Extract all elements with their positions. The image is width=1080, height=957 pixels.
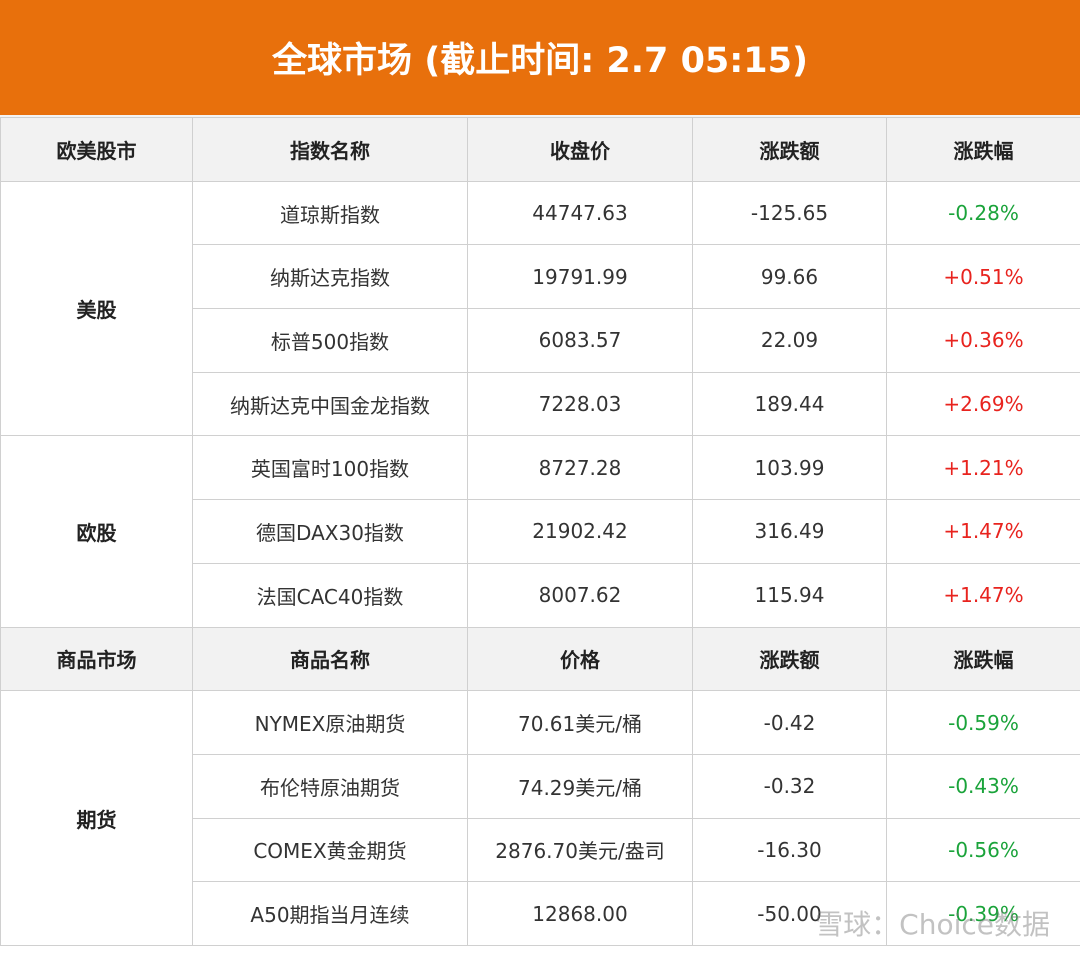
value-cell: 7228.03 bbox=[467, 371, 693, 437]
value-cell: +0.51% bbox=[886, 244, 1080, 310]
value-cell: 189.44 bbox=[692, 371, 887, 437]
value-cell: 74.29美元/桶 bbox=[467, 753, 693, 819]
value-cell: 21902.42 bbox=[467, 499, 693, 564]
data-row: A50期指当月连续 12868.00 -50.00 -0.39% bbox=[1, 881, 1080, 946]
data-row: COMEX黄金期货 2876.70美元/盎司 -16.30 -0.56% bbox=[1, 817, 1080, 883]
header-row: 欧美股市 指数名称 收盘价 涨跌额 涨跌幅 bbox=[0, 117, 1080, 182]
header-cell: 涨跌额 bbox=[692, 626, 887, 692]
name-cell: 道琼斯指数 bbox=[192, 180, 468, 246]
name-cell: 法国CAC40指数 bbox=[192, 562, 468, 628]
value-cell: 103.99 bbox=[692, 435, 887, 501]
name-cell: 纳斯达克中国金龙指数 bbox=[192, 371, 468, 437]
data-row: 标普500指数 6083.57 22.09 +0.36% bbox=[1, 308, 1080, 373]
data-row: 期货 NYMEX原油期货 70.61美元/桶 -0.42 -0.59% bbox=[0, 690, 1080, 946]
value-cell: -0.32 bbox=[692, 753, 887, 819]
value-cell: 99.66 bbox=[692, 244, 887, 310]
data-row: 布伦特原油期货 74.29美元/桶 -0.32 -0.43% bbox=[1, 753, 1080, 819]
header-row: 商品市场 商品名称 价格 涨跌额 涨跌幅 bbox=[0, 626, 1080, 692]
value-cell: -50.00 bbox=[692, 881, 887, 946]
value-cell: +1.21% bbox=[886, 435, 1080, 501]
data-row: 法国CAC40指数 8007.62 115.94 +1.47% bbox=[1, 562, 1080, 628]
title: 全球市场 (截止时间: 2.7 05:15) bbox=[0, 0, 1080, 117]
value-cell: 12868.00 bbox=[467, 881, 693, 946]
data-row: 美股 道琼斯指数 44747.63 -125.65 -0.28% bbox=[0, 180, 1080, 437]
value-cell: 316.49 bbox=[692, 499, 887, 564]
value-cell: 22.09 bbox=[692, 308, 887, 373]
market-table: 欧美股市 指数名称 收盘价 涨跌额 涨跌幅 美股 道琼斯指数 44747.63 -125.65-… bbox=[0, 117, 1080, 946]
name-cell: 英国富时100指数 bbox=[192, 435, 468, 501]
header-cell: 指数名称 bbox=[192, 117, 468, 182]
header-cell: 欧美股市 bbox=[0, 117, 193, 182]
value-cell: +1.47% bbox=[886, 562, 1080, 628]
value-cell: -125.65 bbox=[692, 180, 887, 246]
name-cell: 纳斯达克指数 bbox=[192, 244, 468, 310]
value-cell: -0.42 bbox=[692, 690, 887, 755]
value-cell: 8727.28 bbox=[467, 435, 693, 501]
header-cell: 商品名称 bbox=[192, 626, 468, 692]
name-cell: NYMEX原油期货 bbox=[192, 690, 468, 755]
name-cell: 德国DAX30指数 bbox=[192, 499, 468, 564]
name-cell: 布伦特原油期货 bbox=[192, 753, 468, 819]
value-cell: -0.59% bbox=[886, 690, 1080, 755]
group-cell: 美股 bbox=[0, 180, 193, 437]
name-cell: 标普500指数 bbox=[192, 308, 468, 373]
header-cell: 涨跌额 bbox=[692, 117, 887, 182]
value-cell: +0.36% bbox=[886, 308, 1080, 373]
header-cell: 涨跌幅 bbox=[886, 626, 1080, 692]
value-cell: 44747.63 bbox=[467, 180, 693, 246]
value-cell: 70.61美元/桶 bbox=[467, 690, 693, 755]
value-cell: 115.94 bbox=[692, 562, 887, 628]
value-cell: -0.56% bbox=[886, 817, 1080, 883]
group-cell: 期货 bbox=[0, 690, 193, 946]
value-cell: -16.30 bbox=[692, 817, 887, 883]
name-cell: COMEX黄金期货 bbox=[192, 817, 468, 883]
value-cell: +1.47% bbox=[886, 499, 1080, 564]
name-cell: A50期指当月连续 bbox=[192, 881, 468, 946]
value-cell: 6083.57 bbox=[467, 308, 693, 373]
header-cell: 涨跌幅 bbox=[886, 117, 1080, 182]
value-cell: +2.69% bbox=[886, 371, 1080, 437]
value-cell: -0.28% bbox=[886, 180, 1080, 246]
value-cell: -0.39% bbox=[886, 881, 1080, 946]
data-row: 欧股 英国富时100指数 8727.28 103.99 +1.21% bbox=[0, 435, 1080, 628]
header-cell: 商品市场 bbox=[0, 626, 193, 692]
group-cell: 欧股 bbox=[0, 435, 193, 628]
value-cell: 8007.62 bbox=[467, 562, 693, 628]
value-cell: 19791.99 bbox=[467, 244, 693, 310]
data-row: 纳斯达克中国金龙指数 7228.03 189.44 +2.69% bbox=[1, 371, 1080, 437]
data-row: 德国DAX30指数 21902.42 316.49 +1.47% bbox=[1, 499, 1080, 564]
header-cell: 价格 bbox=[467, 626, 693, 692]
header-cell: 收盘价 bbox=[467, 117, 693, 182]
value-cell: -0.43% bbox=[886, 753, 1080, 819]
value-cell: 2876.70美元/盎司 bbox=[467, 817, 693, 883]
